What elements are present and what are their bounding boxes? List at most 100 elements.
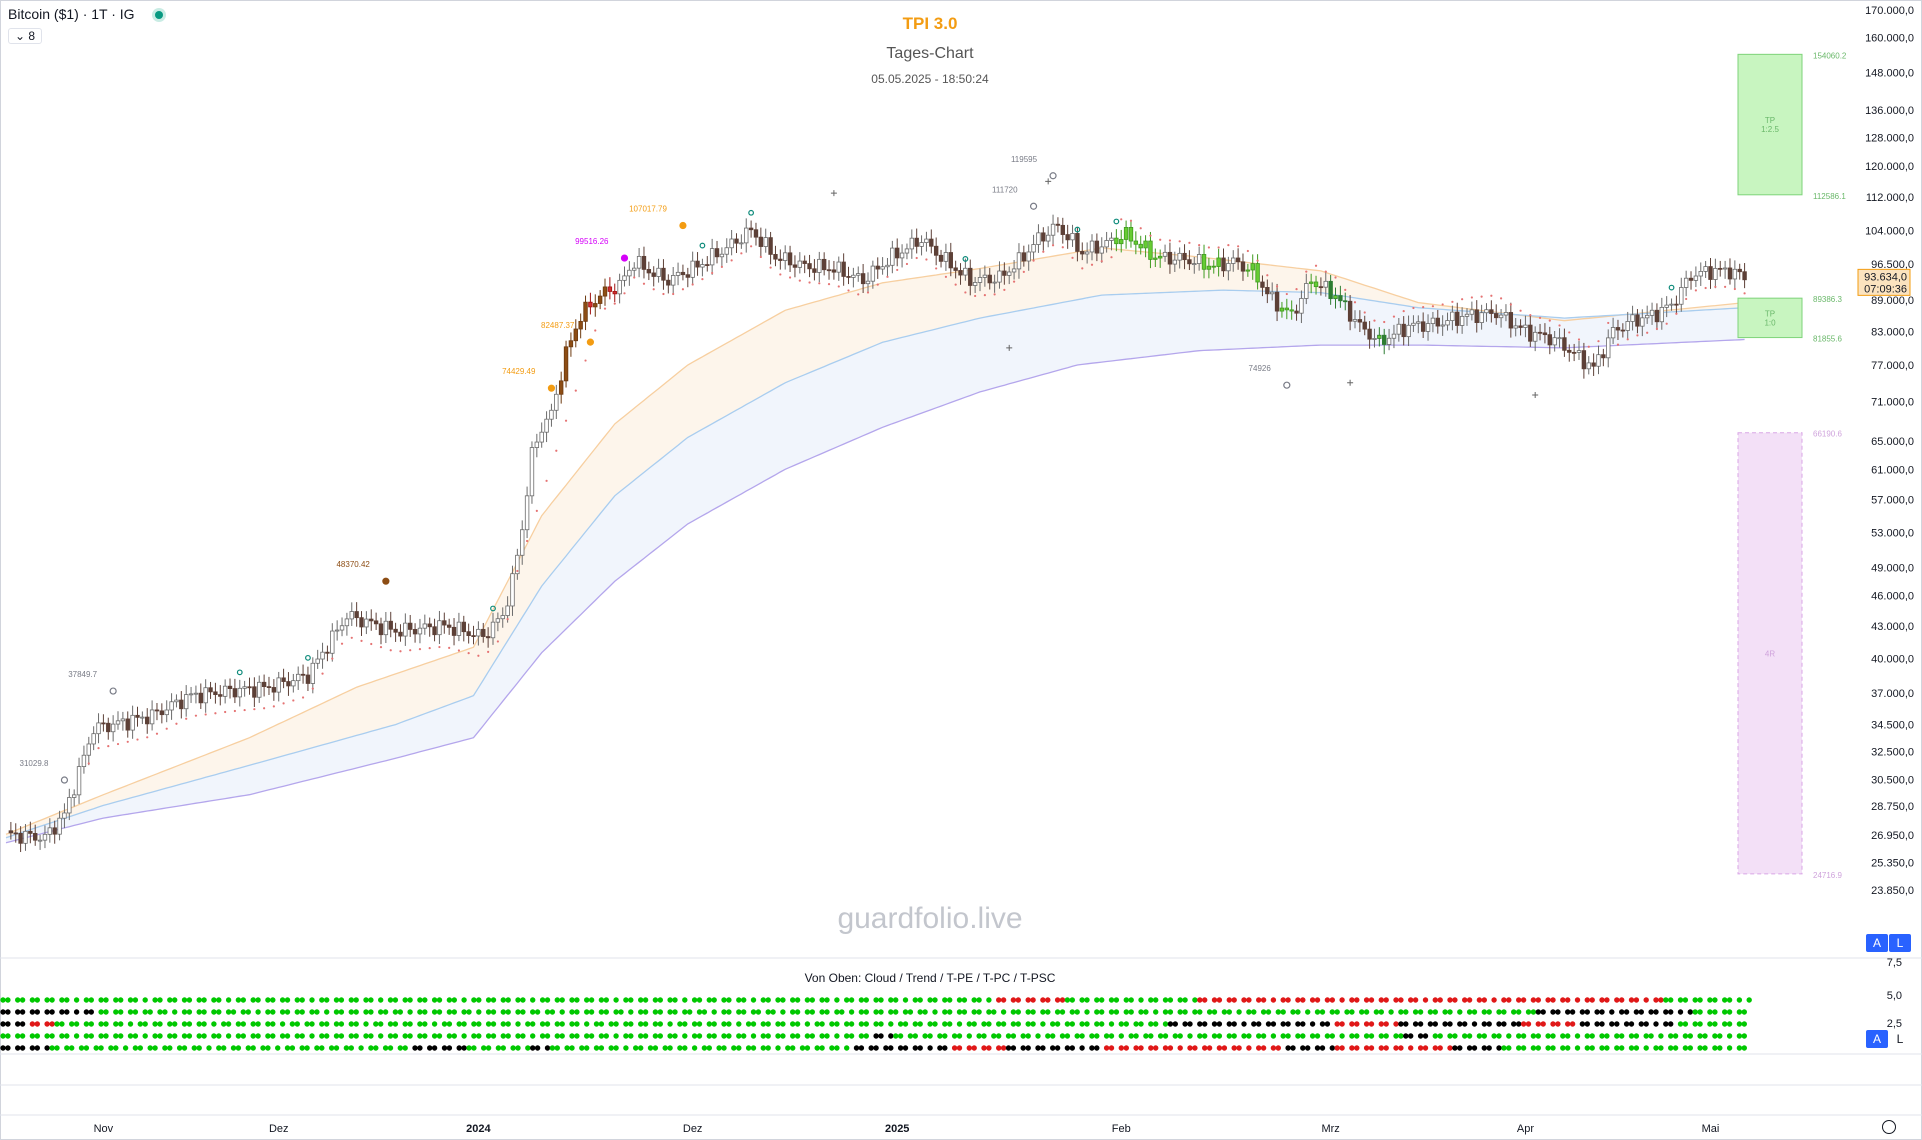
indicator-dot [113, 1009, 119, 1015]
indicator-dot [1064, 1033, 1071, 1039]
candle [573, 319, 578, 348]
signal-marker [547, 384, 556, 392]
indicator-dot [446, 1009, 453, 1015]
candle-body [432, 626, 437, 636]
indicator-dot [917, 1045, 923, 1051]
indicator-dot [54, 1021, 60, 1027]
symbol-title[interactable]: Bitcoin ($1) · 1T · IG [8, 6, 135, 22]
indicator-dot [1329, 1009, 1336, 1015]
symbol-header[interactable]: Bitcoin ($1) · 1T · IG [8, 6, 163, 22]
candle [101, 714, 106, 732]
indicator-auto-scale-button[interactable]: A [1866, 1030, 1888, 1048]
indicator-dot [402, 997, 408, 1003]
indicator-dot [932, 997, 938, 1003]
indicator-dot [5, 997, 11, 1003]
candle-body [140, 716, 145, 719]
indicator-dot [1000, 1009, 1007, 1015]
sar-dot [701, 277, 704, 281]
candle [1416, 315, 1421, 334]
indicator-dot [858, 1021, 865, 1027]
candle [266, 676, 272, 695]
indicator-dot [672, 1009, 678, 1015]
indicator-dot [98, 1033, 104, 1039]
indicator-dot [29, 1021, 36, 1027]
sar-dot [1061, 246, 1064, 249]
candle-body [1123, 227, 1129, 240]
indicator-dot [1481, 1045, 1488, 1051]
indicator-dot [1432, 1033, 1439, 1039]
candle-body [714, 248, 720, 258]
sar-dot [876, 283, 879, 286]
sar-dot [818, 282, 821, 285]
candle [1644, 305, 1650, 324]
candle [1323, 271, 1328, 297]
indicator-dot [530, 997, 536, 1003]
candle-body [1007, 271, 1012, 276]
candle [388, 611, 393, 638]
y-tick-label: 77.000,0 [1871, 360, 1914, 372]
candle [1386, 328, 1392, 351]
sar-dot [1519, 309, 1522, 312]
log-scale-button[interactable]: L [1889, 934, 1911, 952]
indicator-dot [167, 997, 173, 1003]
indicator-dot [530, 1021, 536, 1027]
indicator-dot [1653, 1021, 1659, 1027]
indicator-dot [1589, 1045, 1595, 1051]
indicator-log-scale-button[interactable]: L [1896, 1032, 1904, 1046]
indicator-dot [54, 1045, 60, 1051]
candle-body [763, 237, 768, 247]
candle [1664, 296, 1669, 318]
sar-dot [837, 285, 840, 288]
candle [110, 715, 116, 742]
indicator-dot [309, 1009, 315, 1015]
indicator-dot [1422, 1045, 1429, 1051]
auto-scale-button[interactable]: A [1866, 934, 1888, 952]
candle-body [982, 274, 988, 278]
indicator-dot [1687, 1009, 1694, 1015]
indicator-dot [1167, 1045, 1174, 1051]
indicator-dot [1466, 1009, 1473, 1015]
indicator-dot [451, 997, 457, 1003]
indicator-dot [530, 1009, 536, 1015]
indicator-dot [1501, 1045, 1507, 1051]
indicator-dot [790, 997, 796, 1003]
candle [47, 818, 53, 843]
candle-body [895, 247, 900, 259]
candle [339, 617, 345, 637]
candle [1338, 285, 1343, 308]
indicator-dot [942, 997, 948, 1003]
candle-body [1654, 309, 1660, 323]
candle-body [1260, 281, 1265, 288]
candle-body [86, 743, 91, 756]
indicator-dot [1123, 997, 1130, 1003]
indicator-dot [1481, 1021, 1488, 1027]
indicator-dot [505, 997, 511, 1003]
candle-body [505, 605, 510, 616]
indicator-dot [515, 1009, 521, 1015]
y-tick-label: 34.500,0 [1871, 720, 1914, 732]
indicator-dot [1246, 1045, 1252, 1051]
sar-dot [496, 640, 499, 643]
indicator-dot [201, 1033, 207, 1039]
candle [841, 253, 846, 286]
settings-gear-icon[interactable] [1882, 1120, 1896, 1134]
collapse-indicators-button[interactable]: ⌄ 8 [8, 28, 43, 44]
candle [1498, 309, 1504, 328]
sar-dot [750, 245, 753, 248]
indicator-dot [289, 1021, 296, 1027]
indicator-dot [1363, 997, 1370, 1003]
sar-dot [954, 283, 957, 286]
indicator-dot [0, 1021, 6, 1027]
indicator-dot [1153, 1045, 1159, 1051]
signal-marker [620, 254, 629, 262]
candle-body [1216, 257, 1221, 267]
indicator-dot [1462, 997, 1468, 1003]
candle-body [456, 621, 462, 636]
indicator-dot [1059, 1033, 1066, 1039]
price-annotation: 82487.37 [541, 321, 575, 330]
indicator-dot [5, 1045, 11, 1051]
candle-body [768, 237, 773, 255]
sar-dot [107, 745, 110, 748]
indicator-dot [265, 1009, 271, 1015]
